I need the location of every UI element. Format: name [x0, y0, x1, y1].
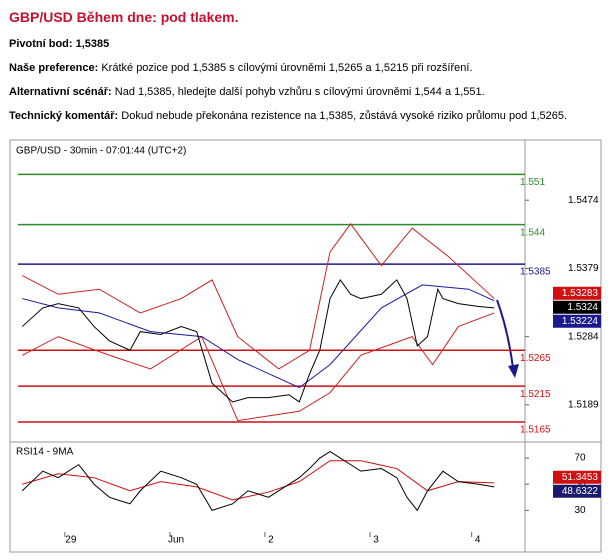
y-tick-label: 30 — [574, 505, 586, 516]
series-line — [22, 460, 495, 501]
label: Technický komentář: — [9, 110, 119, 122]
series-line — [22, 223, 495, 370]
paragraph: Technický komentář: Dokud nebude překoná… — [9, 110, 567, 122]
frame — [9, 139, 602, 553]
price-tag-label: 1.53224 — [562, 316, 599, 327]
level-label: 1.544 — [520, 227, 545, 238]
price-tag-label: 1.53283 — [562, 288, 599, 299]
series-line — [22, 312, 495, 422]
rsi-title: RSI14 - 9MA — [16, 447, 74, 458]
paragraph: Pivotní bod: 1,5385 — [9, 38, 109, 50]
price-tag — [553, 300, 601, 314]
price-tag — [553, 484, 601, 498]
forecast-arrow — [496, 299, 519, 378]
x-tick-label: Jun — [168, 535, 184, 546]
label: Alternativní scénář: — [9, 86, 112, 98]
label: Naše preference: — [9, 62, 99, 74]
title: GBP/USD Během dne: pod tlakem. — [9, 9, 239, 25]
level-label: 1.551 — [520, 177, 545, 188]
text: Nad 1,5385, hledejte další pohyb vzhůru … — [114, 86, 485, 98]
y-tick-label: 50 — [574, 479, 586, 490]
x-tick-label: 4 — [475, 535, 481, 546]
price-tag-label: 51.3453 — [562, 472, 599, 483]
series-line — [21, 450, 495, 512]
paragraph: Alternativní scénář: Nad 1,5385, hledejt… — [9, 86, 485, 98]
x-tick-label: 2 — [268, 535, 274, 546]
price-tag — [553, 286, 601, 300]
text: Dokud nebude překonána rezistence na 1,5… — [121, 110, 568, 122]
level-label: 1.5385 — [520, 267, 551, 278]
text: 1,5385 — [75, 38, 110, 50]
series-line — [22, 284, 495, 389]
label: Pivotní bod: — [9, 38, 73, 50]
paragraph: Naše preference: Krátké pozice pod 1,538… — [9, 62, 473, 74]
price-tag-label: 1.5324 — [567, 302, 598, 313]
level-label: 1.5265 — [520, 353, 551, 364]
y-tick-label: 1.5474 — [568, 195, 599, 206]
series-line — [21, 278, 495, 403]
chart-title: GBP/USD - 30min - 07:01:44 (UTC+2) — [16, 146, 186, 157]
price-tag — [553, 314, 601, 328]
y-tick-label: 1.5189 — [568, 399, 599, 410]
level-label: 1.5215 — [520, 389, 551, 400]
level-label: 1.5165 — [520, 425, 551, 436]
y-tick-label: 1.5379 — [568, 263, 599, 274]
x-tick-label: 29 — [65, 535, 77, 546]
price-tag-label: 48.6322 — [562, 486, 599, 497]
text: Krátké pozice pod 1,5385 s cílovými úrov… — [101, 62, 473, 74]
x-tick-label: 3 — [373, 535, 379, 546]
y-tick-label: 1.5284 — [568, 331, 599, 342]
y-tick-label: 70 — [574, 453, 586, 464]
price-tag — [553, 470, 601, 484]
